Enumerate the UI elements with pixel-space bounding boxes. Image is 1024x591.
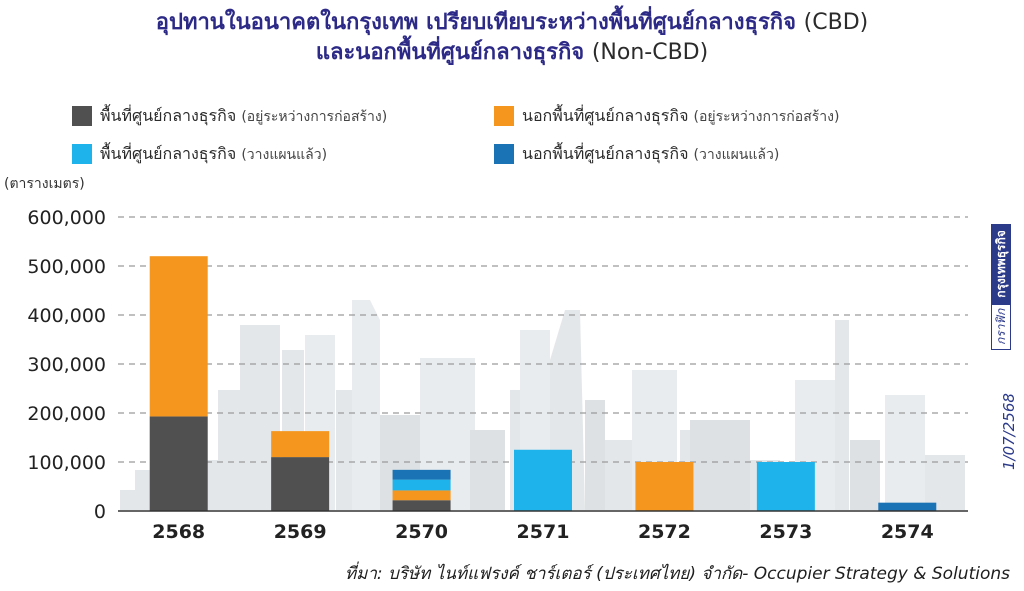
y-tick-label: 400,000: [27, 305, 106, 327]
bar-segment: [392, 500, 451, 511]
x-tick-label: 2573: [759, 521, 812, 543]
x-tick-label: 2571: [517, 521, 570, 543]
y-tick-label: 200,000: [27, 403, 106, 425]
bar-segment: [756, 462, 815, 511]
bar-segment: [271, 457, 330, 511]
y-tick-label: 100,000: [27, 452, 106, 474]
legend-item-cbd-construction: พื้นที่ศูนย์กลางธุรกิจ (อยู่ระหว่างการก่…: [72, 104, 494, 129]
legend-item-noncbd-construction: นอกพื้นที่ศูนย์กลางธุรกิจ (อยู่ระหว่างกา…: [494, 104, 839, 129]
legend-label: พื้นที่ศูนย์กลางธุรกิจ (อยู่ระหว่างการก่…: [100, 105, 388, 125]
grid-lines: [118, 216, 968, 463]
title-line-1-th: อุปทานในอนาคตในกรุงเทพ เปรียบเทียบระหว่า…: [155, 10, 796, 35]
y-tick-label: 500,000: [27, 256, 106, 278]
legend-row: พื้นที่ศูนย์กลางธุรกิจ (วางแผนแล้ว) นอกพ…: [72, 139, 992, 169]
title-line-1-en: (CBD): [803, 10, 869, 35]
title-line-2-en: (Non-CBD): [591, 40, 709, 65]
publish-date: 1/07/2568: [1000, 393, 1018, 470]
title-line-2: และนอกพื้นที่ศูนย์กลางธุรกิจ (Non-CBD): [0, 38, 1024, 68]
y-axis-ticks: 0 100,000 200,000 300,000 400,000 500,000 600,…: [27, 207, 106, 523]
bar-segment: [392, 490, 451, 501]
legend-label: นอกพื้นที่ศูนย์กลางธุรกิจ (อยู่ระหว่างกา…: [522, 105, 840, 125]
legend-swatch-noncbd-construction: [494, 106, 514, 126]
chart-legend: พื้นที่ศูนย์กลางธุรกิจ (อยู่ระหว่างการก่…: [72, 101, 992, 177]
legend-row: พื้นที่ศูนย์กลางธุรกิจ (อยู่ระหว่างการก่…: [72, 101, 992, 131]
y-tick-label: 600,000: [27, 207, 106, 229]
bar-segment: [514, 449, 572, 511]
bar-segment: [392, 479, 451, 491]
bar-segment: [149, 416, 208, 511]
legend-item-noncbd-planned: นอกพื้นที่ศูนย์กลางธุรกิจ (วางแผนแล้ว): [494, 142, 779, 167]
legend-swatch-cbd-planned: [72, 144, 92, 164]
title-line-1: อุปทานในอนาคตในกรุงเทพ เปรียบเทียบระหว่า…: [0, 8, 1024, 38]
bar-segment: [392, 469, 451, 480]
legend-label: นอกพื้นที่ศูนย์กลางธุรกิจ (วางแผนแล้ว): [522, 143, 780, 163]
bar-segment: [271, 431, 330, 458]
source-note: ที่มา: บริษัท ไนท์แฟรงค์ ชาร์เตอร์ (ประเ…: [344, 564, 1010, 584]
chart-title: อุปทานในอนาคตในกรุงเทพ เปรียบเทียบระหว่า…: [0, 8, 1024, 68]
legend-swatch-noncbd-planned: [494, 144, 514, 164]
x-tick-label: 2572: [638, 521, 691, 543]
brand-name: กรุงเทพธุรกิจ: [991, 224, 1011, 304]
brand-tag: กราฟิก: [991, 303, 1011, 350]
bar-segment: [635, 462, 694, 511]
bars: [149, 256, 937, 511]
x-tick-label: 2574: [881, 521, 934, 543]
y-tick-label: 300,000: [27, 354, 106, 376]
bar-segment: [149, 256, 208, 417]
brand-badge: กราฟิก กรุงเทพธุรกิจ: [990, 224, 1012, 350]
y-tick-label: 0: [94, 501, 106, 523]
title-line-2-th: และนอกพื้นที่ศูนย์กลางธุรกิจ: [315, 40, 585, 65]
x-tick-label: 2570: [395, 521, 448, 543]
legend-item-cbd-planned: พื้นที่ศูนย์กลางธุรกิจ (วางแผนแล้ว): [72, 142, 494, 167]
legend-swatch-cbd-construction: [72, 106, 92, 126]
y-axis-unit-label: (ตารางเมตร): [4, 176, 85, 192]
x-axis-ticks: 2568 2569 2570 2571 2572 2573 2574: [152, 521, 933, 543]
x-tick-label: 2568: [152, 521, 205, 543]
legend-label: พื้นที่ศูนย์กลางธุรกิจ (วางแผนแล้ว): [100, 143, 328, 163]
bar-segment: [878, 502, 937, 511]
x-tick-label: 2569: [274, 521, 327, 543]
